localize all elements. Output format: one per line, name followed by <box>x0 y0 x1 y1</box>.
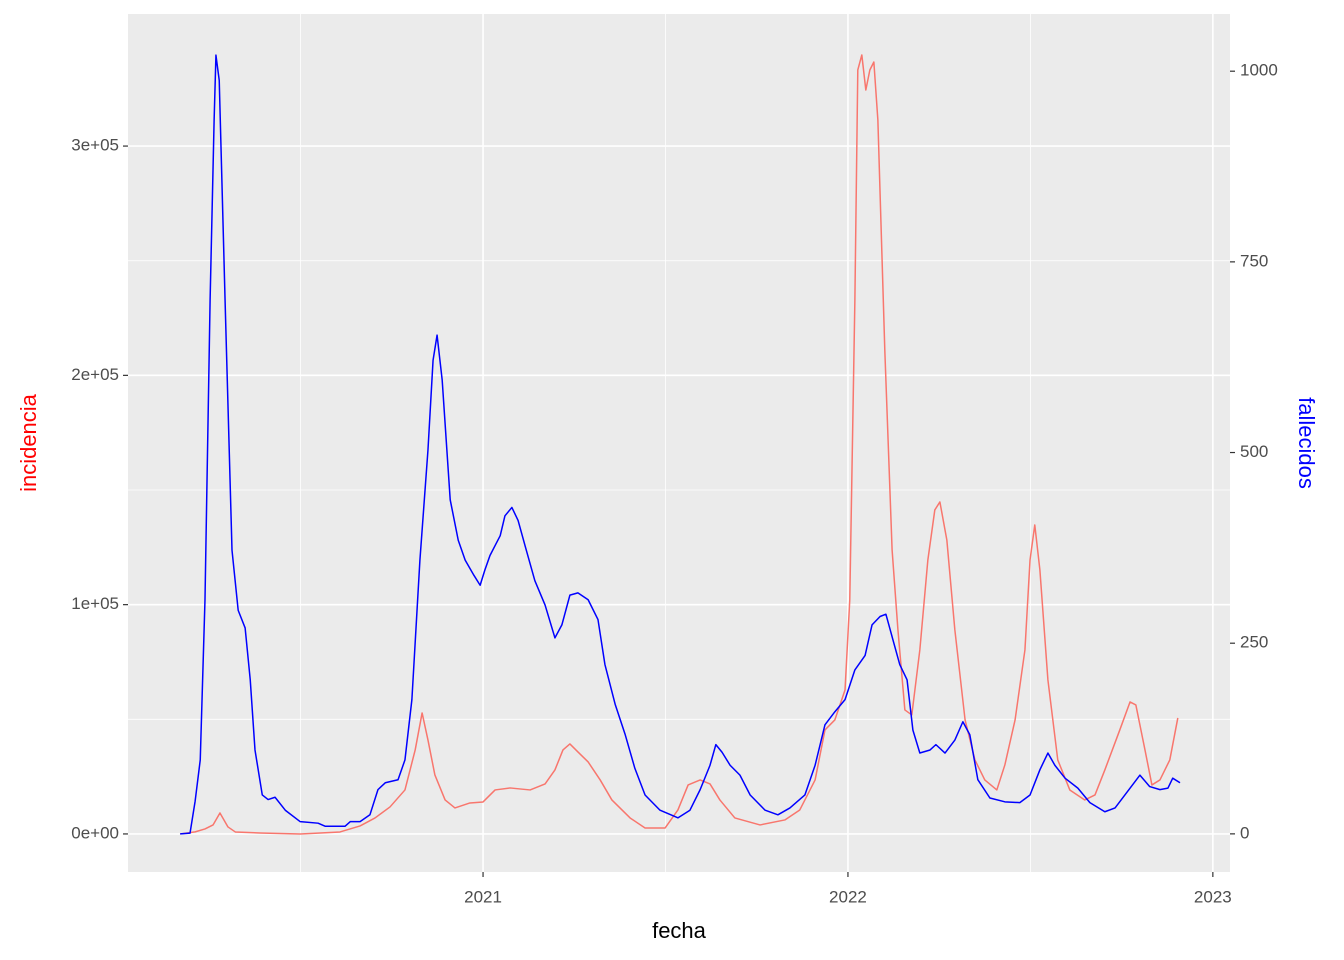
x-tick-label: 2022 <box>829 887 867 906</box>
y-tick-label: 3e+05 <box>71 136 119 155</box>
plot-panel <box>128 14 1230 872</box>
y-tick-label: 1e+05 <box>71 594 119 613</box>
y2-tick-label: 1000 <box>1240 61 1278 80</box>
x-axis-title: fecha <box>652 918 707 943</box>
data-line <box>180 54 1181 835</box>
data-line <box>180 54 1179 835</box>
y2-tick-label: 250 <box>1240 633 1268 652</box>
y2-tick-label: 500 <box>1240 442 1268 461</box>
y2-axis-title: fallecidos <box>1294 397 1319 489</box>
y-tick-label: 2e+05 <box>71 365 119 384</box>
y2-tick-label: 0 <box>1240 823 1249 842</box>
x-tick-label: 2021 <box>464 887 502 906</box>
x-tick-label: 2023 <box>1194 887 1232 906</box>
y-axis-title: incidencia <box>16 393 41 492</box>
y2-tick-label: 750 <box>1240 251 1268 270</box>
y-tick-label: 0e+00 <box>71 823 119 842</box>
